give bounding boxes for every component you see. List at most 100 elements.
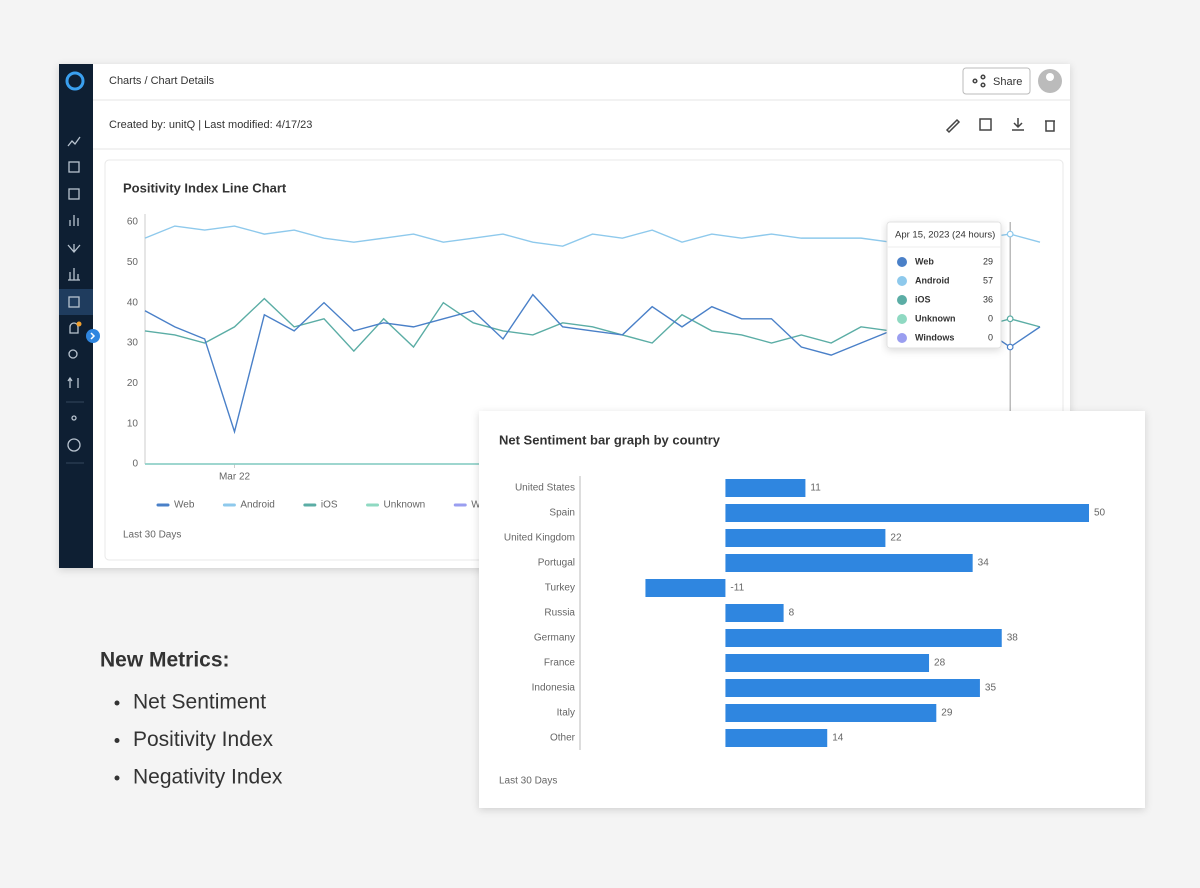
legend-label: Android [240, 500, 274, 511]
y-tick-label: 30 [127, 338, 139, 349]
delete-icon[interactable] [1045, 120, 1055, 132]
metrics-title: New Metrics: [100, 649, 230, 672]
duplicate-icon[interactable] [979, 118, 992, 131]
bar [725, 654, 930, 672]
sidebar-icons[interactable] [66, 136, 84, 464]
bar-value-label: 29 [941, 708, 953, 719]
bar-value-label: 14 [832, 733, 844, 744]
share-icon [972, 74, 986, 88]
avatar-head [1046, 73, 1054, 81]
y-tick-label: 60 [127, 217, 139, 228]
y-tick-label: Spain [549, 508, 575, 519]
bar-value-label: 8 [789, 608, 795, 619]
nav-reports[interactable] [68, 188, 80, 200]
bar [645, 579, 726, 597]
bar [725, 679, 980, 697]
bar [725, 504, 1089, 522]
edit-icon[interactable] [945, 118, 961, 134]
hover-point [1006, 343, 1014, 351]
tooltip-dot [897, 276, 907, 286]
bar-value-label: 35 [985, 683, 997, 694]
breadcrumb[interactable]: Charts / Chart Details [109, 75, 215, 87]
share-button[interactable] [962, 67, 1031, 95]
download-icon[interactable] [1012, 118, 1024, 131]
footnote: Last 30 Days [499, 776, 557, 787]
tooltip-title: Apr 15, 2023 (24 hours) [895, 230, 995, 241]
bar-value-label: 38 [1007, 633, 1019, 644]
tooltip: Apr 15, 2023 (24 hours) Web 29 Android 57 iOS… [886, 221, 1002, 349]
tooltip-name: Android [915, 275, 950, 285]
y-tick-label: France [544, 658, 576, 669]
y-tick-label: 50 [127, 257, 139, 268]
bullet [114, 775, 120, 781]
nav-bars[interactable] [69, 215, 79, 226]
nav-help[interactable] [67, 438, 81, 452]
y-tick-label: Other [550, 733, 576, 744]
y-tick-label: 40 [127, 297, 139, 308]
share-label: Share [993, 76, 1022, 88]
app-window: Charts / Chart Details Share Created by:… [59, 64, 1070, 568]
bar-value-label: -11 [730, 583, 744, 594]
x-tick-label: Mar 22 [219, 472, 251, 483]
bar-value-label: 34 [978, 558, 990, 569]
tooltip-name: Unknown [915, 313, 956, 323]
toggle-arrow [90, 332, 96, 340]
legend-label: iOS [321, 500, 338, 511]
chart-title: Positivity Index Line Chart [123, 180, 287, 195]
bullet [114, 738, 120, 743]
tooltip-value: 0 [988, 332, 993, 342]
metric-item: Negativity Index [133, 766, 283, 789]
legend-label: Unknown [384, 500, 426, 511]
y-tick-label: Italy [557, 708, 575, 719]
logo [65, 71, 85, 91]
y-tick-label: Germany [534, 633, 575, 644]
sidebar-active [59, 289, 93, 315]
hover-point [1006, 230, 1014, 238]
bar-value-label: 11 [810, 483, 821, 494]
nav-search[interactable] [68, 349, 78, 359]
tooltip-dot [897, 257, 907, 267]
tooltip-name: Web [915, 256, 934, 266]
alert-dot [76, 321, 82, 327]
tooltip-value: 36 [983, 294, 993, 304]
y-tick-label: United States [515, 483, 575, 494]
y-tick-label: Indonesia [532, 683, 576, 694]
nav-alerts[interactable] [69, 322, 79, 334]
chart-title: Net Sentiment bar graph by country [499, 432, 721, 447]
y-tick-label: United Kingdom [504, 533, 575, 544]
nav-signals[interactable] [71, 415, 77, 421]
chart-meta: Created by: unitQ | Last modified: 4/17/… [109, 119, 312, 131]
y-tick-label: 10 [127, 418, 139, 429]
tooltip-dot [897, 314, 907, 324]
sidebar [59, 64, 93, 568]
y-tick-label: Portugal [538, 558, 575, 569]
tooltip-dot [897, 295, 907, 305]
nav-compare[interactable] [68, 268, 80, 281]
legend-label: Web [174, 500, 195, 511]
bar [725, 629, 1002, 647]
nav-sort[interactable] [67, 376, 79, 388]
nav-flow[interactable] [67, 244, 81, 253]
bar [725, 529, 886, 547]
nav-dashboards[interactable] [68, 161, 80, 173]
tooltip-dot [897, 333, 907, 343]
metrics-list: Net Sentiment Positivity Index Negativity … [114, 691, 283, 789]
bullet [114, 700, 120, 706]
bar-value-label: 22 [890, 533, 902, 544]
nav-charts[interactable] [68, 296, 80, 308]
nav-trends[interactable] [67, 136, 81, 147]
bar [725, 554, 973, 572]
tooltip-name: Windows [915, 332, 954, 342]
tooltip-name: iOS [915, 294, 931, 304]
bar-value-label: 50 [1094, 508, 1106, 519]
bar [725, 479, 806, 497]
y-tick-label: Russia [544, 608, 575, 619]
y-tick-label: Turkey [545, 583, 575, 594]
tooltip-value: 57 [983, 275, 993, 285]
bar-chart: United States 11 Spain 50 United Kingdom 22 Po… [504, 476, 1106, 750]
tooltip-value: 29 [983, 256, 993, 266]
tooltip-box [886, 221, 1002, 349]
bar [725, 704, 937, 722]
bar-value-label: 28 [934, 658, 946, 669]
